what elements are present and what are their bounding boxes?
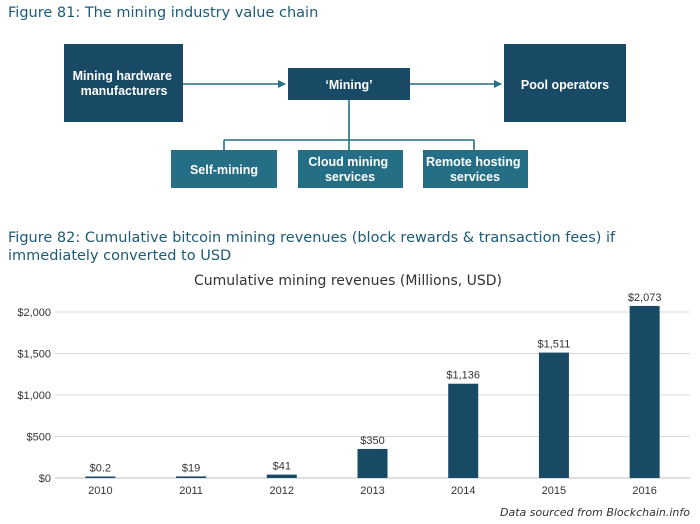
bar-2015 (538, 352, 569, 478)
data-label: $41 (273, 461, 291, 473)
x-tick-label: 2014 (451, 485, 475, 497)
data-label: $0.2 (90, 463, 111, 475)
data-label: $350 (360, 435, 384, 447)
node-self-mining-label: Self-mining (190, 163, 258, 177)
x-tick-label: 2015 (542, 485, 566, 497)
node-pool-label: Pool operators (521, 78, 609, 92)
node-mining-label: ‘Mining’ (325, 78, 372, 92)
bar-layer (85, 305, 660, 478)
node-hardware-box (64, 44, 183, 122)
bar-2016 (629, 305, 660, 478)
figure-81-title: Figure 81: The mining industry value cha… (8, 5, 319, 21)
data-label: $1,136 (446, 370, 480, 382)
y-tick-label: $1,500 (17, 349, 51, 361)
node-cloud-mining-label: Cloud mining services (308, 155, 391, 184)
branch-connector (223, 100, 475, 150)
label-layer: $0 $500 $1,000 $1,500 $2,000 $0.2 2010 $19 2011 $… (17, 292, 661, 497)
y-tick-label: $1,000 (17, 390, 51, 402)
x-tick-label: 2011 (179, 485, 203, 497)
node-cloud-mining-box (298, 150, 403, 188)
bar-2011 (176, 476, 207, 478)
source-note: Data sourced from Blockchain.info (499, 506, 690, 519)
node-pool-box (504, 44, 626, 122)
bar-2010 (85, 476, 116, 478)
revenue-bar-chart: Cumulative mining revenues (Millions, US… (17, 273, 690, 497)
data-label: $2,073 (628, 292, 662, 304)
y-tick-label: $500 (27, 432, 51, 444)
bar-2013 (357, 448, 388, 478)
x-tick-label: 2016 (632, 485, 656, 497)
y-tick-label: $2,000 (17, 307, 51, 319)
bar-2014 (448, 383, 479, 478)
value-chain-diagram: Mining hardware manufacturers ‘Mining’ P… (64, 44, 626, 188)
data-label: $1,511 (538, 339, 571, 351)
x-tick-label: 2010 (88, 485, 112, 497)
y-tick-label: $0 (39, 473, 51, 485)
x-tick-label: 2012 (270, 485, 294, 497)
data-label: $19 (182, 462, 200, 474)
chart-title: Cumulative mining revenues (Millions, US… (194, 273, 502, 289)
node-hardware-label: Mining hardware manufacturers (73, 69, 176, 98)
node-self-mining-box (171, 150, 277, 188)
node-remote-hosting-label: Remote hosting services (426, 155, 524, 184)
node-mining-box (288, 68, 410, 100)
figure-82-title: Figure 82: Cumulative bitcoin mining rev… (8, 230, 616, 264)
node-remote-hosting-box (423, 150, 528, 188)
x-tick-label: 2013 (360, 485, 384, 497)
bar-2012 (266, 474, 297, 478)
